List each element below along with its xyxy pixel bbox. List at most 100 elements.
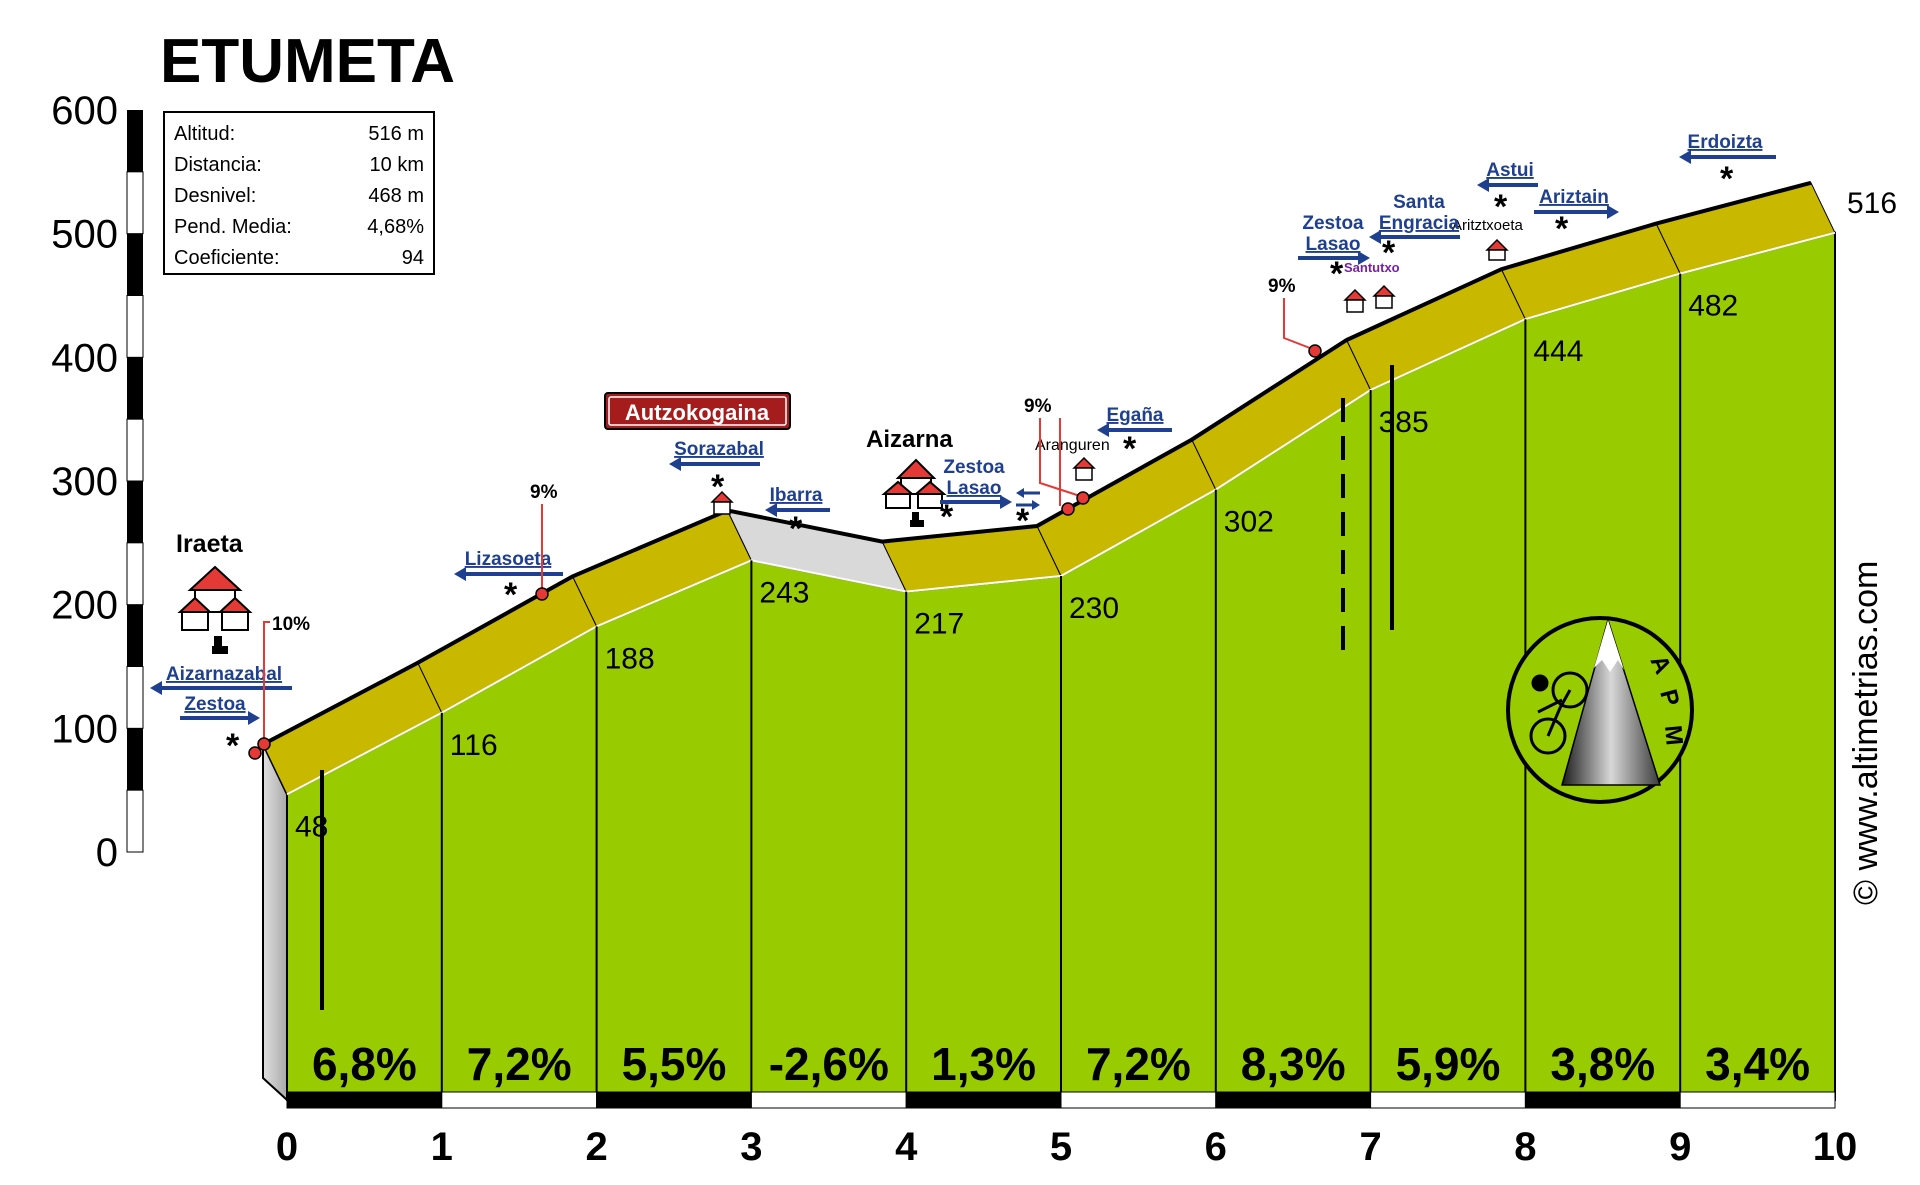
svg-text:*: * — [504, 576, 518, 614]
sign-label: Astui — [1486, 160, 1534, 181]
svg-text:*: * — [1494, 188, 1508, 226]
ramp-label: 9% — [530, 482, 558, 503]
sign-label: Zestoa — [1302, 213, 1364, 234]
place-iraeta: Iraeta — [176, 530, 244, 558]
info-label: Altitud: — [174, 123, 235, 145]
house-icon — [1485, 238, 1509, 261]
place-aizarna: Aizarna — [866, 426, 953, 453]
y-tick-label: 200 — [51, 584, 118, 628]
scale-block — [127, 728, 143, 791]
summit-name: Autzokogaina — [625, 400, 770, 425]
info-value: 516 m — [368, 123, 424, 145]
sign-label: Ibarra — [770, 485, 823, 506]
svg-text:*: * — [789, 510, 803, 548]
sign-label: Sorazabal — [674, 439, 764, 460]
place-aritztxoeta: Aritztxoeta — [1452, 217, 1524, 234]
km-altitude-label: 444 — [1533, 335, 1583, 368]
x-scale-block — [1215, 1091, 1372, 1109]
segment-gradient-label: 7,2% — [467, 1038, 572, 1090]
sign-zestoa-lasao: Zestoa Lasao — [940, 457, 1040, 510]
segment-gradient-label: 5,5% — [622, 1038, 727, 1090]
svg-text:*: * — [940, 498, 954, 536]
sign-ibarra: Ibarra — [765, 485, 830, 517]
scale-block — [127, 481, 143, 543]
x-scale-block — [441, 1091, 598, 1109]
info-value: 10 km — [370, 154, 424, 176]
km-altitude-label: 188 — [605, 642, 655, 675]
y-tick-label: 500 — [51, 213, 118, 257]
sign-label: Santa — [1393, 192, 1445, 213]
x-tick-label: 9 — [1669, 1125, 1691, 1169]
logo-letter: P — [1654, 687, 1684, 709]
svg-text:*: * — [1123, 430, 1137, 468]
sign-zestoa-lasao-2: Zestoa Lasao — [1298, 213, 1370, 265]
x-tick-label: 3 — [740, 1125, 762, 1169]
scale-block — [126, 542, 144, 606]
scale-block — [127, 357, 143, 420]
x-tick-label: 1 — [431, 1125, 453, 1169]
x-tick-label: 8 — [1514, 1125, 1536, 1169]
segment-gradient-label: 5,9% — [1396, 1038, 1501, 1090]
x-tick-label: 4 — [895, 1125, 918, 1169]
x-tick-label: 2 — [585, 1125, 607, 1169]
place-aranguren: Aranguren — [1035, 437, 1110, 454]
apm-logo: A P M — [1506, 616, 1694, 804]
km-altitude-label: 243 — [759, 576, 809, 609]
info-box: Altitud: 516 m Distancia: 10 km Desnivel: 468… — [163, 111, 435, 275]
scale-block — [126, 418, 144, 482]
sign-label: Aizarnazabal — [166, 664, 282, 685]
sign-label: Zestoa — [943, 457, 1005, 478]
info-label: Pend. Media: — [174, 216, 292, 238]
sign-egana: Egaña — [1097, 405, 1172, 437]
sign-sorazabal: Sorazabal — [669, 439, 764, 471]
sign-astui: Astui — [1477, 160, 1538, 192]
sign-santa-engracia: Santa Engracia — [1369, 192, 1460, 244]
sign-label: Egaña — [1106, 405, 1163, 426]
svg-text:*: * — [1330, 255, 1344, 293]
svg-text:*: * — [711, 468, 725, 506]
km-altitude-label: 516 — [1847, 187, 1897, 220]
profile-side-wall — [262, 743, 288, 1103]
x-axis: 0 1 2 3 4 5 6 7 8 9 10 — [276, 1091, 1857, 1169]
scale-block — [127, 604, 143, 667]
segment-gradient-label: 3,8% — [1550, 1038, 1655, 1090]
sign-label: Lasao — [1306, 234, 1361, 255]
x-scale-block — [905, 1091, 1062, 1109]
x-scale-block — [1060, 1091, 1217, 1109]
segment-gradient-label: 6,8% — [312, 1038, 417, 1090]
info-label: Desnivel: — [174, 185, 256, 207]
x-scale-block — [1370, 1091, 1526, 1109]
x-tick-label: 6 — [1205, 1125, 1227, 1169]
svg-text:*: * — [1720, 160, 1734, 198]
x-scale-block — [1524, 1091, 1681, 1109]
km-altitude-label: 482 — [1688, 290, 1738, 323]
ramp-label: 9% — [1268, 276, 1296, 297]
ramp-marker: 10% — [248, 614, 310, 760]
sign-erdoizta: Erdoizta — [1679, 132, 1776, 164]
x-scale-block — [750, 1091, 907, 1109]
house-icon — [1343, 288, 1367, 313]
info-label: Coeficiente: — [174, 247, 280, 269]
x-scale-block — [286, 1091, 443, 1109]
house-icon — [710, 490, 734, 515]
place-santutxo: Santutxo — [1344, 260, 1400, 275]
svg-text:*: * — [1016, 502, 1030, 540]
scale-block — [127, 233, 143, 296]
scale-block — [126, 666, 144, 729]
km-altitude-label: 217 — [914, 608, 964, 641]
y-tick-label: 600 — [51, 89, 118, 133]
x-scale-block — [1679, 1091, 1836, 1109]
house-icon — [1072, 456, 1096, 481]
segment-gradient-label: 7,2% — [1086, 1038, 1191, 1090]
y-tick-label: 300 — [51, 460, 118, 504]
km-altitude-label: 385 — [1379, 406, 1429, 439]
sign-label: Zestoa — [184, 694, 246, 715]
sign-label: Erdoizta — [1688, 132, 1763, 153]
ramp-label: 10% — [272, 614, 310, 635]
y-tick-label: 100 — [51, 707, 118, 751]
altitude-scale: 0 100 200 300 400 500 600 — [51, 89, 144, 875]
ramp-marker: 9% — [1268, 276, 1322, 358]
